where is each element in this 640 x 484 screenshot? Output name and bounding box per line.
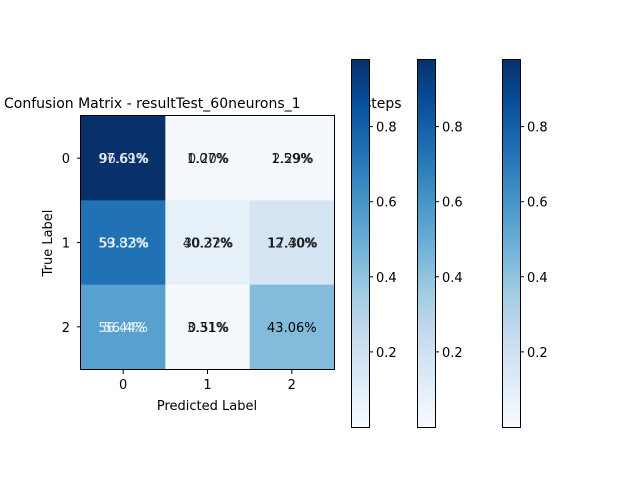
colorbar-tick-label: 0.2 [376,346,397,361]
cell-value-label: 17.30% [268,236,318,251]
colorbar-tick-label: 0.4 [376,271,397,286]
y-tick-label: 0 [62,152,70,167]
colorbar [417,59,435,427]
cell-value-label: 56.4% [104,321,145,336]
colorbar-frame [351,59,370,428]
x-axis-label: Predicted Label [157,399,257,414]
cell-value-label: 2.29% [272,152,313,167]
y-tick-label: 2 [62,321,70,336]
colorbar [502,59,520,427]
cell-value-label: 56.44% [98,321,148,336]
colorbar-tick-label: 0.6 [442,196,463,211]
heatmap-cell [165,284,251,370]
colorbar-tick-label: 0.4 [527,271,548,286]
cell-value-label: 12.40% [267,236,317,251]
cell-labels: 97.69%96.61% 1.07%0.20% 1.59%2.29% 59.82%53… [98,152,317,336]
cell-value-label: 40.27% [183,236,233,251]
x-tick-label: 1 [203,378,211,393]
cell-value-label: 0.51% [188,321,229,336]
heatmap-cell [249,284,335,370]
colorbar-tick-label: 0.2 [442,346,463,361]
cell-value-label: 96.61% [99,152,149,167]
cell-value-label: 59.82% [98,236,148,251]
colorbar-tick-label: 0.8 [376,121,397,136]
colorbars: 0.2 0.4 0.6 0.8 0.2 0.4 0.6 0.8 0.2 0.4 0.6 0.8 [351,59,548,428]
colorbar-tick-label: 0.4 [442,271,463,286]
y-tick-label: 1 [62,236,70,251]
cell-value-label: 97.69% [98,152,148,167]
heatmap-cell [81,284,166,370]
cell-value-label: 53.33% [99,236,149,251]
colorbar-frame [417,59,436,428]
colorbar-tick-label: 0.6 [527,196,548,211]
heatmap-cell [249,116,335,201]
x-tick-label: 0 [119,378,127,393]
colorbar-tick-label: 0.8 [442,121,463,136]
heatmap-cell [165,116,251,201]
cell-value-label: 30.32% [184,236,234,251]
heatmap-cell [165,200,251,286]
colorbar [351,59,369,427]
heatmap-cell [249,200,335,286]
chart-title: Confusion Matrix - resultTest_60neurons_… [4,96,301,112]
colorbar-frame [502,59,521,428]
colorbar-tick-label: 0.2 [527,346,548,361]
cell-value-label: 3.31% [187,321,228,336]
heatmap-cells [81,116,335,370]
y-axis-label: True Label [41,210,56,278]
cell-value-label: 1.59% [271,152,312,167]
colorbar-tick-label: 0.6 [376,196,397,211]
x-tick-label: 2 [288,378,296,393]
cell-value-label: 1.07% [187,152,228,167]
chart-title-tail: steps [364,96,402,112]
heatmap-cell [81,200,166,286]
cell-value-label: 43.06% [267,321,317,336]
cell-value-label: 0.20% [188,152,229,167]
colorbar-tick-label: 0.8 [527,121,548,136]
heatmap-cell [81,116,166,201]
axis-ticks: 0 1 2 0 1 2 [62,152,296,393]
